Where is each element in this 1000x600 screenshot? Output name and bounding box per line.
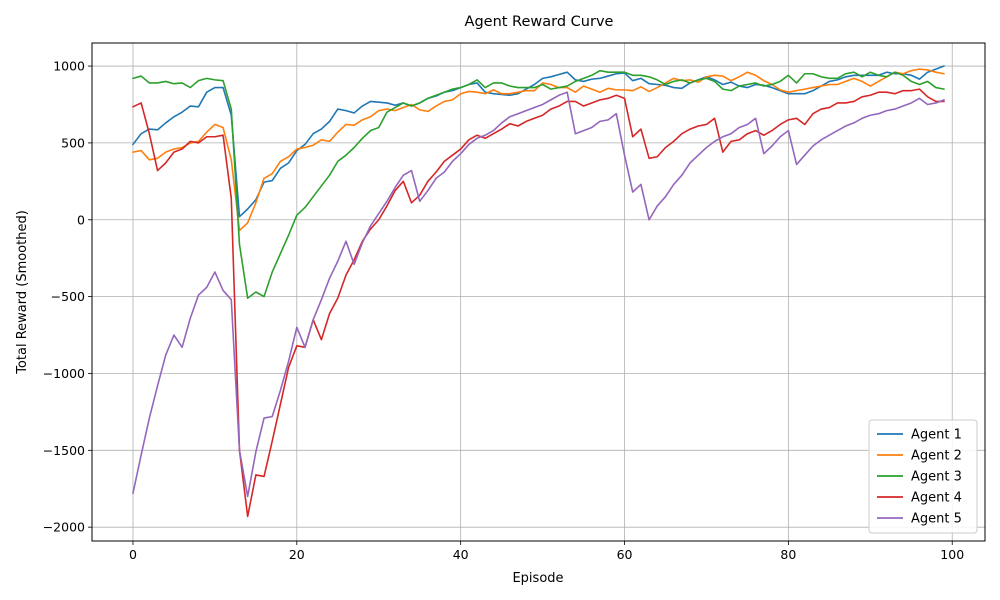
x-tick-label: 100 <box>940 547 964 562</box>
series-line-agent-1 <box>132 65 945 218</box>
x-axis-label: Episode <box>512 571 563 586</box>
x-tick-label: 80 <box>780 547 796 562</box>
y-tick-label: −2000 <box>43 520 85 535</box>
legend-label: Agent 5 <box>911 512 962 527</box>
y-tick-label: −1500 <box>43 443 85 458</box>
legend-box <box>868 419 978 534</box>
y-tick-label: 500 <box>61 135 85 150</box>
x-tick-label: 20 <box>289 547 305 562</box>
grid-lines <box>92 43 985 541</box>
y-ticks: −2000 −1500 −1000 −500 0 500 1000 <box>43 59 92 535</box>
x-tick-label: 60 <box>617 547 633 562</box>
legend-label: Agent 1 <box>911 428 962 443</box>
x-tick-label: 0 <box>129 547 137 562</box>
x-tick-label: 40 <box>453 547 469 562</box>
series-line-agent-4 <box>132 88 945 518</box>
y-tick-label: −500 <box>51 289 85 304</box>
legend-label: Agent 4 <box>911 491 962 506</box>
chart-title: Agent Reward Curve <box>465 14 614 30</box>
y-tick-label: 0 <box>77 212 85 227</box>
legend-label: Agent 2 <box>911 449 962 464</box>
y-axis-label: Total Reward (Smoothed) <box>15 210 30 375</box>
plot-frame <box>91 42 986 542</box>
legend: Agent 1 Agent 2 Agent 3 Agent 4 Agent 5 <box>868 419 978 534</box>
series-lines <box>132 65 945 518</box>
x-ticks: 0 20 40 60 80 100 <box>129 541 964 562</box>
y-tick-label: 1000 <box>53 59 85 74</box>
y-tick-label: −1000 <box>43 366 85 381</box>
legend-label: Agent 3 <box>911 470 962 485</box>
series-line-agent-3 <box>132 69 945 299</box>
series-line-agent-5 <box>132 91 945 498</box>
